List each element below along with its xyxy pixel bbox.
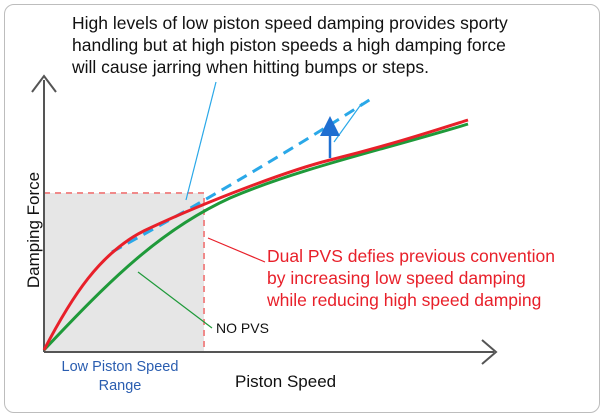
leader-line-top-note — [185, 81, 217, 201]
leader-line-dashed-end — [333, 102, 363, 143]
leader-line-no-pvs — [137, 271, 213, 329]
x-axis-arrowhead — [481, 339, 498, 365]
top-note-line-1: High levels of low piston speed damping … — [72, 13, 508, 33]
y-axis-label: Damping Force — [24, 171, 44, 289]
x-axis-label: Piston Speed — [235, 372, 337, 391]
top-note-line-2: handling but at high piston speeds a hig… — [72, 35, 506, 55]
low-speed-range-box — [43, 192, 205, 353]
top-note-line-3: will cause jarring when hitting bumps or… — [72, 57, 429, 77]
y-axis-arrowhead — [31, 74, 57, 93]
leader-line-dual-pvs — [207, 237, 266, 263]
no-pvs-label: NO PVS — [216, 320, 269, 336]
red-dual-pvs-curve — [42, 118, 469, 351]
dual-pvs-note-line-1: Dual PVS defies previous convention — [267, 246, 555, 266]
outer-frame — [4, 4, 600, 413]
dual-pvs-note-line-3: while reducing high speed damping — [267, 290, 542, 310]
green-no-pvs-curve — [42, 122, 469, 352]
low-range-label-line-2: Range — [98, 378, 142, 394]
low-range-label-line-1: Low Piston Speed — [61, 359, 179, 375]
dual-pvs-note-line-2: by increasing low speed damping — [267, 268, 526, 288]
